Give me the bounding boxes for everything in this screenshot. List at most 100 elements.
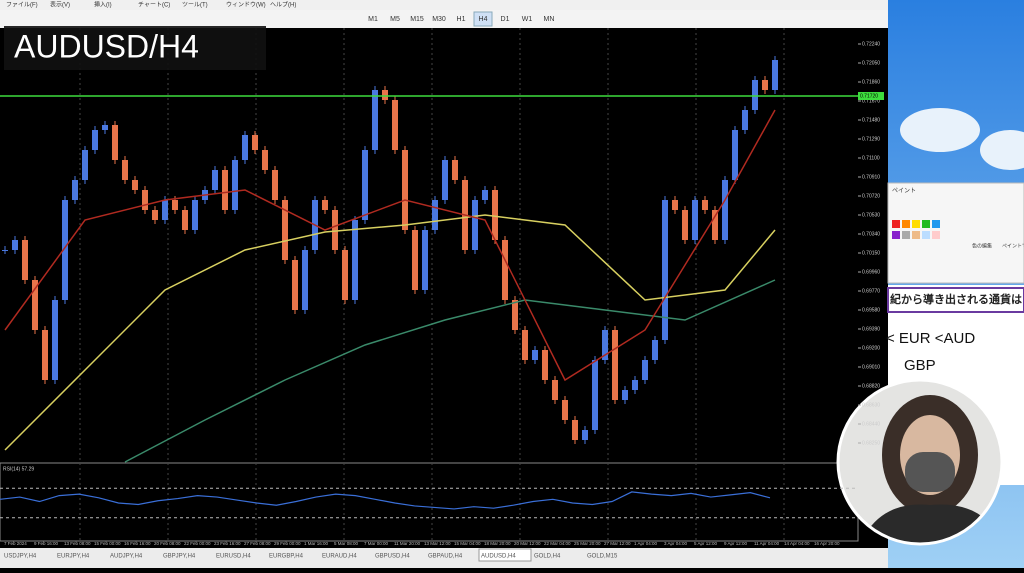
candle <box>392 100 398 150</box>
cloud <box>980 130 1024 170</box>
tab[interactable]: GBPJPY,H4 <box>163 554 196 560</box>
swatch[interactable] <box>902 220 910 228</box>
swatch[interactable] <box>912 220 920 228</box>
price-label: 0.71860 <box>862 79 880 85</box>
moving-average <box>4 109 776 382</box>
swatch[interactable] <box>912 231 920 239</box>
paint-button[interactable]: 色の編集 <box>972 242 992 249</box>
menu-item[interactable]: 挿入(I) <box>94 1 112 9</box>
swatch[interactable] <box>922 220 930 228</box>
candle <box>492 190 498 240</box>
timeframe-button[interactable]: M15 <box>410 16 424 23</box>
candle <box>482 190 488 200</box>
menu-item[interactable]: チャート(C) <box>138 2 170 9</box>
tab[interactable]: GOLD,M15 <box>587 554 618 560</box>
tab[interactable]: AUDUSD,H4 <box>481 554 516 560</box>
tab[interactable]: GBPAUD,H4 <box>428 554 463 560</box>
tab[interactable]: EURGBP,H4 <box>269 554 304 560</box>
menu-item[interactable]: 表示(V) <box>50 1 70 9</box>
candle <box>222 170 228 210</box>
date-label: 14 Apr 04:00 <box>784 541 810 546</box>
candle <box>472 200 478 250</box>
date-label: 13 Feb 08:00 <box>64 541 91 546</box>
tab[interactable]: EURJPY,H4 <box>57 554 90 560</box>
swatch[interactable] <box>932 231 940 239</box>
swatch[interactable] <box>902 231 910 239</box>
timeframe-button[interactable]: M5 <box>390 16 400 23</box>
candle <box>172 200 178 210</box>
timeframe-button[interactable]: W1 <box>522 16 533 23</box>
date-label: 7 Mar 00:00 <box>364 541 389 546</box>
candle <box>412 230 418 290</box>
indicator-line <box>0 491 771 510</box>
price-label: 0.71100 <box>862 155 880 161</box>
tab[interactable]: GBPUSD,H4 <box>375 554 410 560</box>
price-label: 0.69200 <box>862 345 880 351</box>
tab[interactable]: AUDJPY,H4 <box>110 554 143 560</box>
date-label: 11 Mar 20:00 <box>394 541 421 546</box>
paint-title: ペイント <box>892 188 916 195</box>
candle <box>432 200 438 230</box>
price-label: 0.72050 <box>862 60 880 66</box>
menu-item[interactable]: ファイル(F) <box>6 2 38 9</box>
date-label: 27 Feb 08:00 <box>244 541 271 546</box>
price-label: 0.68250 <box>862 440 880 446</box>
price-label: 0.71670 <box>862 98 880 104</box>
menu-item[interactable]: ウィンドウ(W) <box>226 1 266 9</box>
candle <box>42 330 48 380</box>
timeframe-button[interactable]: H4 <box>479 16 488 23</box>
date-label: 1 Mar 16:00 <box>304 541 329 546</box>
date-label: 25 Mar 20:00 <box>574 541 601 546</box>
timeframe-button[interactable]: M30 <box>432 16 446 23</box>
swatch[interactable] <box>892 231 900 239</box>
swatch[interactable] <box>892 220 900 228</box>
moving-average <box>4 214 776 451</box>
candle <box>342 250 348 300</box>
candle <box>572 420 578 440</box>
symbol-box <box>4 26 266 70</box>
price-label: 0.71480 <box>862 117 880 123</box>
menu-item[interactable]: ツール(T) <box>182 3 208 9</box>
candle <box>542 350 548 380</box>
paint-button[interactable]: ペイントで編集 <box>1002 242 1024 249</box>
candle <box>92 130 98 150</box>
menu-item[interactable]: ヘルプ(H) <box>270 2 296 9</box>
candle <box>192 200 198 230</box>
candle <box>12 240 18 250</box>
tab[interactable]: EURUSD,H4 <box>216 554 251 560</box>
candle <box>512 300 518 330</box>
price-label: 0.70910 <box>862 174 880 180</box>
date-label: 15 Mar 04:00 <box>454 541 481 546</box>
candle <box>712 210 718 240</box>
timeframe-button[interactable]: MN <box>544 16 555 23</box>
swatch[interactable] <box>922 231 930 239</box>
date-label: 3 Apr 04:00 <box>664 541 688 546</box>
webcam <box>838 380 1002 544</box>
candle <box>352 220 358 300</box>
timeframe-button[interactable]: M1 <box>368 16 378 23</box>
tab[interactable]: USDJPY,H4 <box>4 554 37 560</box>
tab[interactable]: EURAUD,H4 <box>322 554 357 560</box>
timeframe-button[interactable]: D1 <box>501 16 510 23</box>
candle <box>322 200 328 210</box>
candle <box>102 125 108 130</box>
candle <box>532 350 538 360</box>
tab[interactable]: GOLD,H4 <box>534 554 561 560</box>
swatch[interactable] <box>932 220 940 228</box>
candle <box>522 330 528 360</box>
candle <box>602 330 608 360</box>
price-label: 0.70530 <box>862 212 880 218</box>
candle <box>142 190 148 210</box>
candle <box>152 210 158 220</box>
candle <box>212 170 218 190</box>
candle <box>72 180 78 200</box>
date-label: 9 Feb 16:00 <box>34 541 59 546</box>
candle <box>622 390 628 400</box>
date-label: 20 Mar 12:00 <box>514 541 541 546</box>
timeframe-button[interactable]: H1 <box>457 16 466 23</box>
paint-window <box>887 182 1024 284</box>
candle <box>612 330 618 400</box>
cloud <box>900 108 980 152</box>
tab-active <box>478 548 532 562</box>
